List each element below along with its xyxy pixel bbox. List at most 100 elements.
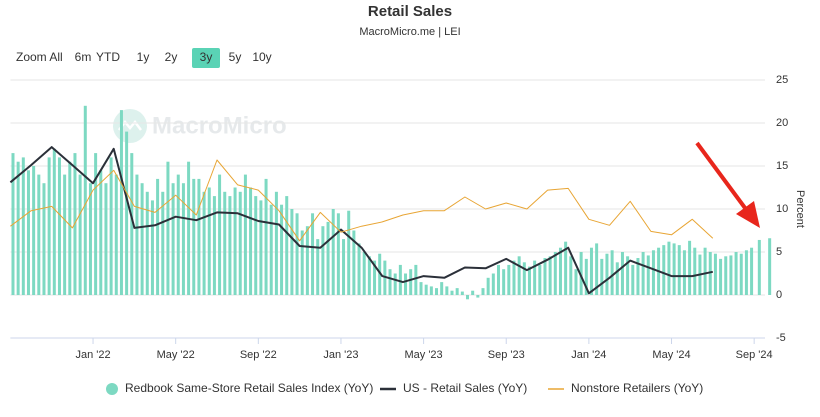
bar: [750, 247, 754, 295]
bar: [605, 253, 609, 295]
legend-symbol[interactable]: [106, 383, 118, 395]
bar: [331, 209, 335, 295]
bar: [176, 174, 180, 295]
legend-label[interactable]: Nonstore Retailers (YoY): [571, 381, 703, 395]
bar: [641, 252, 645, 295]
bar: [646, 255, 650, 295]
bar: [228, 196, 232, 295]
bar: [207, 187, 211, 295]
range-button-bg[interactable]: [192, 48, 220, 68]
bar: [373, 260, 377, 295]
bar: [212, 196, 216, 295]
bar: [352, 230, 356, 295]
range-button-label[interactable]: 2y: [165, 50, 178, 64]
bar: [316, 239, 320, 295]
y-tick-label: 0: [776, 289, 782, 301]
range-button-label[interactable]: 3y: [200, 50, 213, 64]
bar: [703, 247, 707, 295]
range-button[interactable]: 10y: [252, 50, 271, 64]
lines: [9, 146, 714, 295]
range-button-label[interactable]: 10y: [252, 50, 271, 64]
bar: [708, 252, 712, 295]
bar: [388, 269, 392, 295]
range-button[interactable]: 3y: [192, 48, 220, 68]
bar: [564, 241, 568, 295]
bar: [259, 200, 263, 295]
bar: [223, 191, 227, 295]
bar: [507, 264, 511, 295]
bar: [285, 196, 289, 295]
y-axis-title: Percent: [794, 190, 806, 228]
range-button-label[interactable]: All: [49, 50, 62, 64]
legend-item[interactable]: Redbook Same-Store Retail Sales Index (Y…: [106, 381, 373, 395]
bar: [47, 157, 51, 295]
bar: [600, 258, 604, 295]
bar: [768, 238, 772, 295]
zoom-label: Zoom: [16, 50, 47, 64]
bar: [440, 282, 444, 295]
bar: [693, 247, 697, 295]
bar: [280, 204, 284, 295]
bar: [161, 191, 165, 295]
bar: [94, 153, 98, 295]
range-buttons: All 6m YTD 1y 2y 3y 5y 10y: [49, 48, 272, 68]
bar: [300, 230, 304, 295]
bar: [471, 290, 475, 295]
y-tick-label: 20: [776, 117, 788, 129]
range-button-label[interactable]: 6m: [75, 50, 92, 64]
legend-item[interactable]: Nonstore Retailers (YoY): [548, 381, 703, 395]
arrow-head: [736, 201, 760, 228]
bar: [135, 174, 139, 295]
range-button-label[interactable]: 1y: [137, 50, 150, 64]
chart-title: Retail Sales: [368, 3, 452, 20]
bar: [145, 191, 149, 295]
bar: [181, 183, 185, 295]
bar: [336, 213, 340, 295]
x-tick-label: Jan '23: [323, 349, 358, 361]
bar: [496, 264, 500, 295]
watermark: MacroMicro: [113, 109, 287, 143]
range-button[interactable]: All: [49, 50, 62, 64]
legend-label[interactable]: Redbook Same-Store Retail Sales Index (Y…: [125, 381, 373, 395]
bar: [486, 277, 490, 295]
bar: [83, 105, 87, 295]
bar: [362, 252, 366, 295]
bar: [238, 191, 242, 295]
axes: -5 0 5 10 15 20 25 Jan '22 May '22 Sep '22 Jan '23…: [10, 74, 788, 361]
x-tick-label: Sep '23: [488, 349, 525, 361]
bar: [42, 183, 46, 295]
range-button-label[interactable]: YTD: [96, 50, 120, 64]
bar: [435, 288, 439, 295]
range-button[interactable]: 6m: [75, 50, 92, 64]
chart-subtitle: MacroMicro.me | LEI: [359, 26, 460, 38]
bar: [140, 183, 144, 295]
legend: Redbook Same-Store Retail Sales Index (Y…: [106, 381, 703, 395]
bar: [130, 153, 134, 295]
bar: [584, 258, 588, 295]
range-button[interactable]: YTD: [96, 50, 120, 64]
bar: [558, 247, 562, 295]
bar: [249, 187, 253, 295]
legend-label[interactable]: US - Retail Sales (YoY): [403, 381, 527, 395]
range-button[interactable]: 1y: [137, 50, 150, 64]
bar: [512, 260, 516, 295]
bar: [589, 247, 593, 295]
bar: [672, 243, 676, 295]
bar: [522, 262, 526, 295]
bar: [150, 200, 154, 295]
bar: [744, 250, 748, 295]
bar: [202, 191, 206, 295]
bar: [466, 295, 470, 300]
range-button[interactable]: 5y: [229, 50, 242, 64]
bar: [502, 269, 506, 295]
range-button[interactable]: 2y: [165, 50, 178, 64]
bar: [290, 209, 294, 295]
bar: [63, 174, 67, 295]
bar: [342, 239, 346, 295]
bar: [305, 226, 309, 295]
bar: [156, 178, 160, 295]
x-tick-label: May '24: [652, 349, 690, 361]
legend-item[interactable]: US - Retail Sales (YoY): [380, 381, 527, 395]
range-button-label[interactable]: 5y: [229, 50, 242, 64]
